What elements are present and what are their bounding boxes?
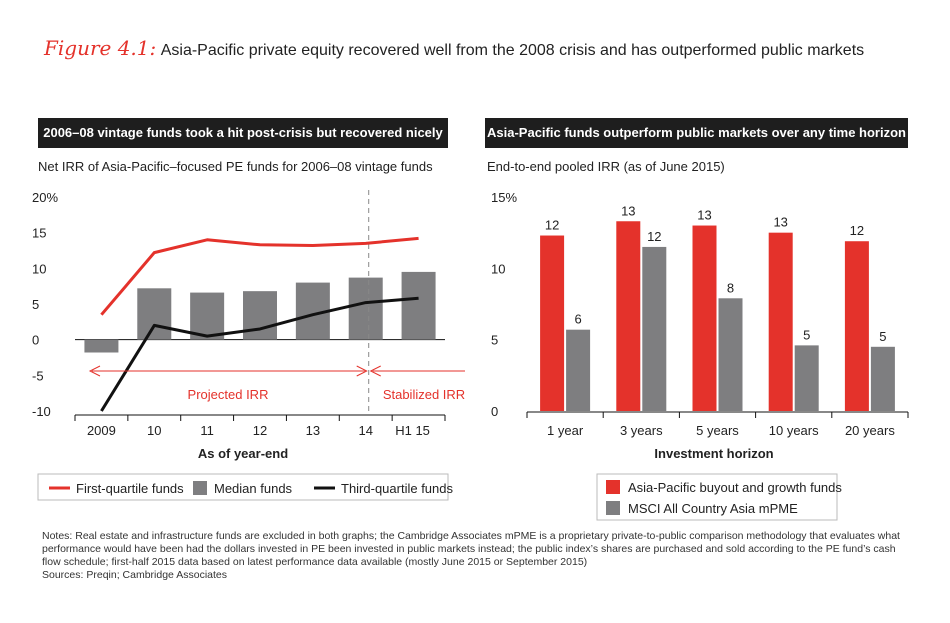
legend-first-quartile-label: First-quartile funds [76,481,184,496]
right-x-label-5-years: 5 years [696,423,739,438]
right-y-tick-label: 15% [491,190,517,205]
right-data-label: 8 [727,280,734,295]
left-y-tick-label: 5 [32,297,39,312]
figure-label: Figure 4.1: [44,36,157,60]
first-quartile-funds-line [100,236,419,316]
right-data-label: 13 [773,215,787,230]
notes: Notes: Real estate and infrastructure fu… [42,530,912,582]
right-data-label: 12 [647,229,661,244]
right-data-label: 5 [879,329,886,344]
left-x-label-h1-15: H1 15 [395,423,430,438]
left-x-label-11: 11 [200,423,214,438]
right-x-label-3-years: 3 years [620,423,663,438]
median-bar-2009 [84,339,119,353]
median-bar-h1-15 [401,271,436,340]
notes-text: Notes: Real estate and infrastructure fu… [42,530,900,568]
right-data-label: 13 [697,208,711,223]
left-y-tick-label: -10 [32,404,51,419]
right-data-label: 6 [574,312,581,327]
msci-all-country-asia-mpme-bar-5-years [718,298,743,411]
stabilized-arrow-head [369,365,381,377]
left-y-tick-label: 10 [32,261,46,276]
legend-msci-swatch [606,501,620,515]
left-x-label-2009: 2009 [87,423,116,438]
right-x-label-20-years: 20 years [845,423,895,438]
projected-arrow-head-left [88,365,101,377]
msci-all-country-asia-mpme-bar-10-years [794,345,819,411]
left-y-tick-label: 0 [32,333,39,348]
asia-pacific-buyout-and-growth-funds-bar-20-years [844,241,869,411]
legend-third-quartile-label: Third-quartile funds [341,481,453,496]
median-bar-14 [348,277,383,340]
right-y-tick-label: 10 [491,261,505,276]
right-data-label: 12 [850,223,864,238]
legend-median-swatch [193,481,207,495]
msci-all-country-asia-mpme-bar-20-years [870,346,895,411]
median-bar-11 [190,292,225,340]
right-data-label: 13 [621,203,635,218]
third-quartile-funds-line [100,296,419,412]
asia-pacific-buyout-and-growth-funds-bar-10-years [768,232,793,411]
stabilized-irr-label: Stabilized IRR [383,387,465,402]
left-y-tick-label: 15 [32,226,46,241]
left-panel-header: 2006–08 vintage funds took a hit post-cr… [38,118,448,148]
median-bar-12 [243,291,277,340]
median-bar-10 [137,288,172,340]
projected-arrow-head-right [356,365,368,377]
asia-pacific-buyout-and-growth-funds-bar-5-years [692,225,717,411]
left-x-label-12: 12 [253,423,267,438]
left-x-label-13: 13 [306,423,320,438]
left-panel-subtitle: Net IRR of Asia-Pacific–focused PE funds… [38,159,433,174]
left-x-axis-title: As of year-end [198,446,288,461]
legend-median-label: Median funds [214,481,293,496]
msci-all-country-asia-mpme-bar-3-years [642,246,667,411]
left-x-label-10: 10 [147,423,161,438]
left-x-label-14: 14 [358,423,372,438]
right-panel-subtitle: End-to-end pooled IRR (as of June 2015) [487,159,725,174]
asia-pacific-buyout-and-growth-funds-bar-3-years [616,221,641,411]
left-y-tick-label: -5 [32,368,44,383]
legend-msci-label: MSCI All Country Asia mPME [628,501,798,516]
left-y-tick-label: 20% [32,190,58,205]
right-data-label: 12 [545,218,559,233]
right-x-axis-title: Investment horizon [654,446,773,461]
right-x-label-1-year: 1 year [547,423,584,438]
right-y-tick-label: 5 [491,333,498,348]
figure-title: Figure 4.1: Asia-Pacific private equity … [44,36,864,60]
right-x-label-10-years: 10 years [769,423,819,438]
right-legend-box [596,473,838,521]
right-panel-header: Asia-Pacific funds outperform public mar… [485,118,908,148]
right-data-label: 5 [803,327,810,342]
legend-asia-pacific-swatch [606,480,620,494]
msci-all-country-asia-mpme-bar-1-year [566,329,591,411]
asia-pacific-buyout-and-growth-funds-bar-1-year [540,235,565,411]
right-y-tick-label: 0 [491,404,498,419]
figure-title-text: Asia-Pacific private equity recovered we… [160,42,865,59]
legend-asia-pacific-label: Asia-Pacific buyout and growth funds [628,480,842,495]
left-legend-box [37,473,449,501]
sources-text: Sources: Preqin; Cambridge Associates [42,569,228,581]
projected-irr-label: Projected IRR [188,387,269,402]
